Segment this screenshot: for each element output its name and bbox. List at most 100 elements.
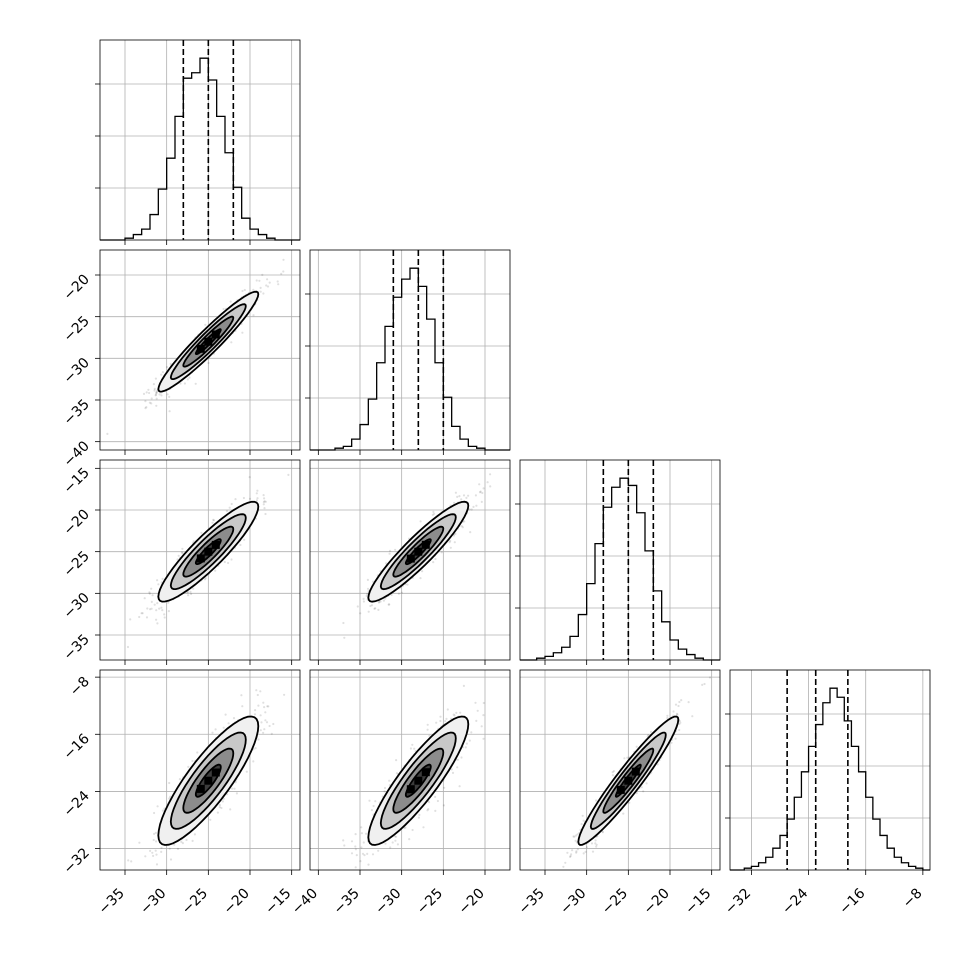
sample-point xyxy=(462,494,466,497)
sample-point xyxy=(155,391,158,394)
density-peak-cell xyxy=(406,785,415,794)
sample-point xyxy=(343,844,346,847)
sample-point xyxy=(193,833,196,836)
sample-point xyxy=(156,602,159,605)
sample-point xyxy=(377,601,380,604)
sample-point xyxy=(595,845,598,848)
sample-point xyxy=(179,382,182,385)
sample-point xyxy=(635,745,638,748)
sample-point xyxy=(373,607,376,610)
sample-point xyxy=(365,832,368,835)
sample-point xyxy=(169,858,173,861)
joint-content xyxy=(342,473,492,639)
sample-point xyxy=(183,382,186,385)
sample-point xyxy=(212,519,216,522)
sample-point xyxy=(388,552,391,555)
contour-line-2 xyxy=(182,525,235,578)
sample-point xyxy=(260,721,263,724)
sample-point xyxy=(130,860,133,863)
sample-point xyxy=(389,846,392,849)
marginal-panel-0 xyxy=(95,39,301,245)
sample-point xyxy=(140,612,143,615)
x-tick-label: −20 xyxy=(456,886,488,918)
sample-point xyxy=(463,520,466,523)
sample-point xyxy=(427,801,431,804)
sample-point xyxy=(580,823,583,826)
sample-point xyxy=(366,592,369,596)
sample-point xyxy=(262,494,265,497)
sample-point xyxy=(456,495,459,498)
sample-point xyxy=(482,714,485,717)
sample-point xyxy=(394,835,397,838)
sample-point xyxy=(155,853,158,856)
y-tick-label: −32 xyxy=(61,845,93,877)
sample-point xyxy=(241,705,244,708)
density-peak-cell xyxy=(406,554,415,563)
sample-point xyxy=(266,285,270,288)
sample-point xyxy=(149,608,152,611)
sample-point xyxy=(256,489,259,492)
contour-line-1 xyxy=(169,303,247,380)
sample-point xyxy=(419,577,422,580)
sample-point xyxy=(445,717,448,721)
sample-point xyxy=(612,770,616,773)
y-tick-label: −15 xyxy=(61,465,93,497)
sample-point xyxy=(263,507,266,510)
sample-point xyxy=(550,871,552,873)
sample-point xyxy=(180,551,183,554)
joint-content xyxy=(342,684,485,875)
sample-point xyxy=(388,603,391,606)
histogram-steps xyxy=(520,477,720,661)
sample-point xyxy=(656,763,659,766)
sample-point xyxy=(262,501,265,504)
sample-point xyxy=(585,846,588,849)
contour-line-1 xyxy=(379,731,457,830)
sample-point xyxy=(264,512,267,516)
sample-point xyxy=(224,713,227,716)
sample-point xyxy=(190,592,193,596)
sample-point xyxy=(357,873,359,875)
sample-point xyxy=(582,819,585,822)
sample-point xyxy=(127,859,130,862)
sample-point xyxy=(216,811,219,814)
sample-point xyxy=(156,579,159,582)
sample-point xyxy=(262,292,265,295)
sample-point xyxy=(153,389,156,392)
sample-point xyxy=(464,746,467,749)
sample-point xyxy=(154,831,157,835)
sample-point xyxy=(152,838,155,842)
sample-point xyxy=(672,710,675,713)
sample-point xyxy=(645,782,648,785)
sample-point xyxy=(356,605,359,608)
contour-line-1 xyxy=(589,731,667,830)
sample-point xyxy=(475,504,478,507)
joint-panel-2-0: −15 −20 −25 −30 −35 xyxy=(61,459,301,665)
sample-point xyxy=(126,645,130,649)
y-tick-label: −20 xyxy=(61,272,93,304)
sample-point xyxy=(601,831,605,834)
joint-panel-3-1 xyxy=(309,669,511,875)
x-tick-label: −15 xyxy=(262,886,294,918)
joint-frame xyxy=(99,669,301,871)
sample-point xyxy=(187,594,190,597)
sample-point xyxy=(418,813,421,817)
sample-point xyxy=(354,833,357,836)
x-tick-label: −20 xyxy=(641,886,673,918)
sample-point xyxy=(154,393,158,396)
sample-point xyxy=(384,842,387,845)
sample-point xyxy=(388,779,391,782)
sample-point xyxy=(431,513,434,517)
sample-point xyxy=(371,853,375,856)
y-tick-label: −40 xyxy=(61,438,93,470)
sample-point xyxy=(679,721,682,724)
sample-point xyxy=(218,806,221,809)
sample-point xyxy=(626,756,629,759)
sample-point xyxy=(428,734,431,737)
sample-point xyxy=(383,786,387,790)
sample-point xyxy=(470,731,473,734)
sample-point xyxy=(153,603,156,606)
sample-point xyxy=(267,705,270,708)
sample-point xyxy=(456,766,459,769)
sample-point xyxy=(701,683,704,687)
sample-point xyxy=(161,577,164,581)
